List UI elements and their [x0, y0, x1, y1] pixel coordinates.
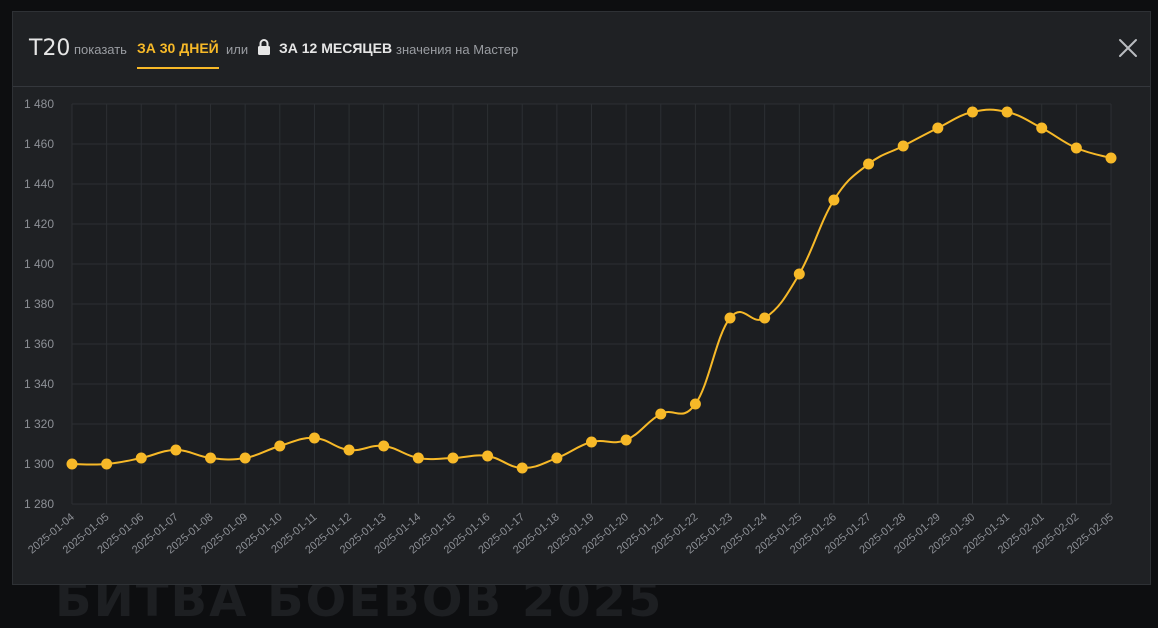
data-point[interactable] — [1036, 122, 1048, 134]
y-tick-label: 1 300 — [24, 457, 54, 471]
data-point[interactable] — [516, 462, 528, 474]
data-point[interactable] — [897, 140, 909, 152]
data-point[interactable] — [551, 452, 563, 464]
or-label: или — [226, 42, 249, 57]
data-point[interactable] — [135, 452, 147, 464]
data-point[interactable] — [724, 312, 736, 324]
rating-line-chart: 1 280 1 300 1 320 1 340 1 360 1 380 1 400 1 420… — [24, 97, 1117, 556]
data-point[interactable] — [759, 312, 771, 324]
data-point[interactable] — [1001, 106, 1013, 118]
modal-header: T20 показать ЗА 30 ДНЕЙ или ЗА 12 МЕСЯЦЕ… — [13, 12, 1150, 87]
close-icon[interactable] — [1118, 38, 1138, 58]
data-point[interactable] — [482, 450, 494, 462]
data-point[interactable] — [828, 194, 840, 206]
data-point[interactable] — [447, 452, 459, 464]
data-point[interactable] — [793, 268, 805, 280]
data-point[interactable] — [343, 444, 355, 456]
data-point[interactable] — [620, 434, 632, 446]
y-tick-label: 1 320 — [24, 417, 54, 431]
data-point[interactable] — [412, 452, 424, 464]
data-point[interactable] — [308, 432, 320, 444]
y-tick-label: 1 340 — [24, 377, 54, 391]
data-point[interactable] — [966, 106, 978, 118]
values-note: значения на Мастер — [396, 42, 519, 57]
data-point[interactable] — [586, 436, 597, 448]
chart-modal: T20 показать ЗА 30 ДНЕЙ или ЗА 12 МЕСЯЦЕ… — [12, 11, 1151, 585]
tab-12-months[interactable]: ЗА 12 МЕСЯЦЕВ — [279, 40, 393, 56]
data-point[interactable] — [689, 398, 701, 410]
data-point[interactable] — [1105, 152, 1117, 164]
y-tick-label: 1 460 — [24, 137, 54, 151]
y-tick-label: 1 440 — [24, 177, 54, 191]
data-point[interactable] — [932, 122, 944, 134]
data-point[interactable] — [205, 452, 217, 464]
show-label: показать — [74, 42, 127, 57]
data-point[interactable] — [101, 458, 113, 470]
y-tick-label: 1 360 — [24, 337, 54, 351]
data-point[interactable] — [170, 444, 182, 456]
data-point[interactable] — [378, 440, 390, 452]
data-point[interactable] — [655, 408, 667, 420]
data-point[interactable] — [863, 158, 875, 170]
lock-icon — [258, 39, 270, 55]
y-tick-label: 1 480 — [24, 97, 54, 111]
y-tick-label: 1 280 — [24, 497, 54, 511]
y-tick-label: 1 400 — [24, 257, 54, 271]
data-point[interactable] — [66, 458, 78, 470]
item-title: T20 — [29, 36, 71, 61]
y-tick-label: 1 380 — [24, 297, 54, 311]
data-point[interactable] — [274, 440, 286, 452]
tab-30-days[interactable]: ЗА 30 ДНЕЙ — [137, 40, 219, 69]
y-tick-label: 1 420 — [24, 217, 54, 231]
chart-area: 1 280 1 300 1 320 1 340 1 360 1 380 1 400 1 420… — [13, 87, 1150, 584]
data-point[interactable] — [239, 452, 251, 464]
data-point[interactable] — [1070, 142, 1082, 154]
